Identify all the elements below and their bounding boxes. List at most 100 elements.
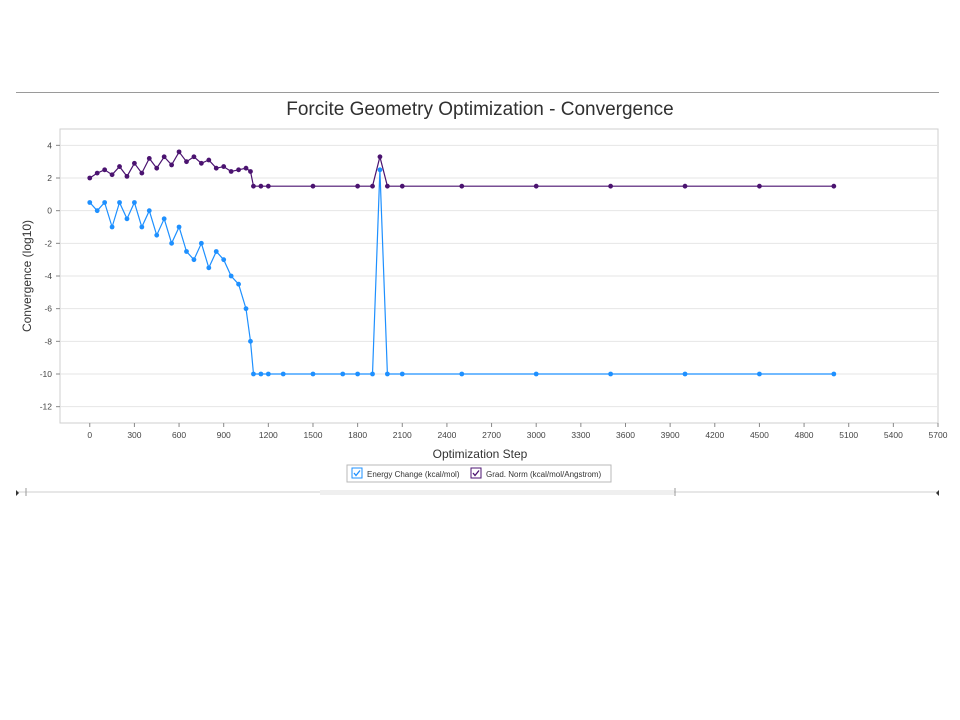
bottom-panel-strip (16, 488, 939, 496)
x-tick-label: 5400 (884, 430, 903, 440)
energy-change-point (161, 216, 167, 222)
legend-item-grad[interactable]: Grad. Norm (kcal/mol/Angstrom) (470, 467, 601, 479)
chart-title: Forcite Geometry Optimization - Converge… (286, 99, 674, 120)
grad-norm-point (248, 169, 253, 174)
energy-change-point (102, 200, 108, 205)
energy-change-point (117, 200, 122, 205)
grad-norm-point (831, 183, 837, 189)
legend-checkbox-energy[interactable] (351, 467, 363, 479)
energy-change-point (169, 240, 175, 246)
x-tick-label: 2400 (437, 430, 456, 440)
y-tick-label: -2 (44, 238, 52, 248)
energy-change-point (228, 273, 234, 279)
energy-change-point (280, 371, 286, 377)
energy-change-point (213, 249, 219, 254)
grad-norm-point (213, 165, 219, 171)
grad-norm-point (757, 183, 762, 189)
legend-item-energy[interactable]: Energy Change (kcal/mol) (351, 467, 460, 479)
x-tick-label: 600 (172, 430, 186, 440)
horizontal-scrollbar-thumb[interactable] (320, 490, 674, 495)
grad-norm-point (146, 156, 152, 161)
legend-checkbox-grad[interactable] (470, 467, 482, 479)
energy-change-point (243, 306, 249, 312)
grad-norm-point (161, 154, 167, 160)
energy-change-line (89, 169, 834, 375)
x-tick-label: 3000 (527, 430, 546, 440)
energy-change-point (94, 208, 100, 214)
grad-norm-point (191, 154, 197, 160)
x-axis-title: Optimization Step (433, 447, 528, 461)
energy-change-point (265, 371, 271, 377)
energy-change-point (831, 371, 837, 377)
grad-norm-point (102, 167, 108, 173)
energy-change-point (459, 371, 465, 377)
x-tick-label: 5100 (839, 430, 858, 440)
x-axis-ticks: 0 300 600 900 1200 1500 1800 2100 2400 2700 3000 33… (87, 423, 948, 440)
energy-change-point (87, 200, 93, 205)
x-tick-label: 3900 (661, 430, 680, 440)
y-axis-title: Convergence (log10) (20, 220, 34, 332)
grad-norm-point (370, 183, 375, 189)
x-tick-label: 1500 (304, 430, 323, 440)
energy-change-point (258, 371, 264, 377)
energy-change-point (154, 232, 160, 238)
grad-norm-point (124, 173, 130, 179)
y-tick-label: 4 (47, 140, 52, 150)
energy-change-point (251, 371, 256, 377)
x-tick-label: 4800 (795, 430, 814, 440)
y-tick-label: -4 (44, 271, 52, 281)
energy-change-point (370, 371, 375, 377)
x-tick-label: 4200 (705, 430, 724, 440)
legend-label-grad: Grad. Norm (kcal/mol/Angstrom) (486, 470, 601, 479)
energy-change-point (340, 371, 346, 377)
grad-norm-point (228, 169, 234, 174)
y-tick-label: -12 (40, 402, 53, 412)
x-tick-label: 3300 (571, 430, 590, 440)
check-icon (353, 470, 361, 477)
energy-change-point (310, 371, 316, 377)
x-tick-label: 2100 (393, 430, 412, 440)
grad-norm-point (399, 183, 405, 189)
energy-change-point (533, 371, 539, 377)
energy-change-point (682, 371, 688, 377)
grad-norm-point (258, 183, 264, 189)
y-tick-label: -6 (44, 304, 52, 314)
x-tick-label: 0 (87, 430, 92, 440)
grad-norm-point (355, 183, 361, 189)
grad-norm-point (221, 164, 227, 169)
energy-change-point (109, 224, 115, 230)
grad-norm-point (94, 170, 100, 176)
energy-change-point (384, 371, 390, 377)
energy-change-point (184, 249, 189, 254)
energy-change-point (757, 371, 762, 377)
grad-norm-point (682, 183, 688, 189)
grid (60, 144, 938, 408)
grad-norm-point (459, 183, 465, 189)
series-grad-norm (87, 149, 837, 189)
energy-change-point (355, 371, 361, 377)
grad-norm-point (198, 160, 204, 166)
grad-norm-point (310, 183, 316, 189)
grad-norm-point (169, 162, 175, 168)
x-tick-label: 1200 (259, 430, 278, 440)
y-tick-label: -10 (40, 369, 53, 379)
y-tick-label: -8 (44, 336, 52, 346)
grad-norm-point (265, 183, 271, 189)
grad-norm-point (139, 170, 145, 176)
scroll-right-icon[interactable] (936, 490, 939, 496)
energy-change-point (206, 265, 212, 271)
window-top-border (16, 92, 939, 93)
grad-norm-point (154, 165, 160, 171)
energy-change-point (198, 240, 204, 246)
y-tick-label: 0 (47, 206, 52, 216)
grad-norm-point (384, 183, 390, 189)
x-tick-label: 4500 (750, 430, 769, 440)
grad-norm-point (117, 164, 122, 169)
grad-norm-point (533, 183, 539, 189)
energy-change-point (221, 257, 227, 263)
energy-change-point (124, 216, 130, 222)
grad-norm-point (206, 157, 212, 163)
scroll-left-icon[interactable] (16, 490, 19, 496)
legend: Energy Change (kcal/mol) Grad. Norm (kca… (346, 464, 612, 483)
x-tick-label: 3600 (616, 430, 635, 440)
